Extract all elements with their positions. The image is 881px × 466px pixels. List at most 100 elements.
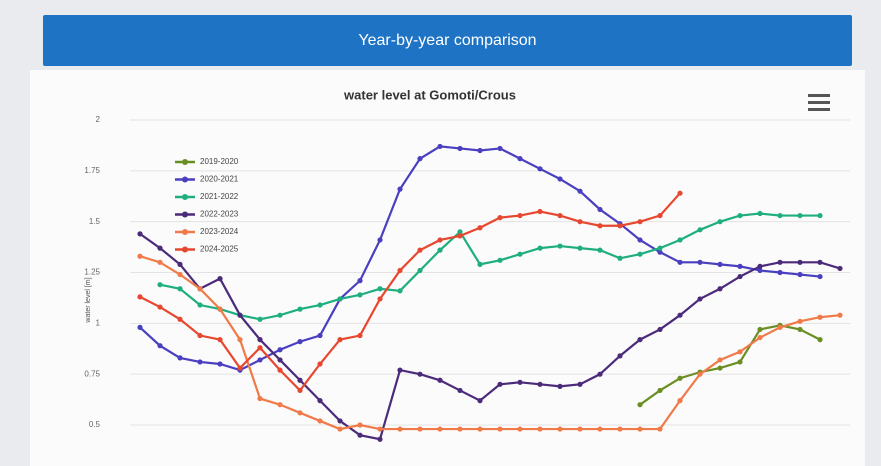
series-line [139,232,841,441]
data-point [717,261,723,267]
data-point [797,212,803,219]
menu-button[interactable] [808,94,830,111]
data-point [817,212,823,219]
data-point [717,357,723,363]
data-point [757,210,763,217]
data-point [717,286,723,292]
data-point [577,426,583,432]
data-point [157,343,163,349]
legend-swatch-dot [182,159,188,165]
data-point [317,361,323,367]
data-point [657,387,663,394]
y-tick-label: 1.5 [89,217,101,226]
data-point [517,156,523,162]
data-point [577,381,583,387]
data-point [377,426,383,432]
data-point [337,296,343,302]
data-point [357,292,363,298]
data-point [497,145,503,152]
data-point [317,332,323,339]
data-point [797,326,803,333]
data-point [617,255,623,261]
data-point [797,318,803,324]
menu-bar [808,108,830,111]
data-point [437,377,443,383]
data-point [537,381,543,387]
data-point [497,257,503,263]
data-point [377,436,383,442]
data-point [397,426,403,432]
data-point [477,426,483,432]
data-point [557,212,563,219]
data-point [397,186,403,192]
data-point [477,261,483,267]
data-point [777,259,783,265]
header-title: Year-by-year comparison [43,15,852,66]
series-line [139,192,681,393]
data-point [657,245,663,251]
data-point [677,375,683,381]
data-point [597,223,603,229]
data-point [517,212,523,219]
data-point [477,147,483,154]
legend-swatch-dot [182,246,188,253]
data-point [517,379,523,385]
data-point [717,365,723,371]
data-point [337,426,343,432]
data-point [757,263,763,269]
data-point [257,357,263,363]
data-point [677,237,683,243]
data-point [797,259,803,265]
y-tick-label: 1 [96,318,101,327]
data-point [417,267,423,274]
legend-label: 2019-2020 [200,157,239,166]
data-point [297,410,303,416]
data-point [217,306,223,312]
data-point [297,306,303,312]
data-point [197,332,203,339]
legend-swatch-dot [182,211,188,218]
data-point [277,367,283,373]
data-point [677,190,683,196]
y-tick-label: 2 [96,115,101,124]
data-point [477,225,483,231]
data-point [457,387,463,394]
data-point [757,326,763,333]
data-point [697,259,703,265]
data-point [577,219,583,225]
series-line [139,145,821,372]
data-point [817,273,823,280]
data-point [637,219,643,225]
data-point [177,271,183,278]
data-point [457,229,463,235]
data-point [377,296,383,302]
data-point [357,422,363,428]
data-point [277,402,283,408]
data-point [837,265,843,272]
data-point [477,398,483,404]
data-point [817,314,823,320]
data-point [257,337,263,343]
data-point [637,402,643,408]
data-point [437,143,443,150]
menu-bar [808,101,830,104]
data-point [197,359,203,365]
data-point [177,261,183,267]
data-point [197,286,203,292]
data-point [517,426,523,432]
data-point [257,345,263,351]
data-point [617,223,623,229]
data-point [537,245,543,251]
data-point [497,381,503,387]
data-point [817,337,823,343]
data-point [677,259,683,265]
data-point [277,347,283,353]
data-point [357,278,363,284]
series-line [159,212,820,321]
series-line [639,324,821,406]
data-point [517,251,523,257]
data-point [377,286,383,292]
data-point [797,271,803,278]
